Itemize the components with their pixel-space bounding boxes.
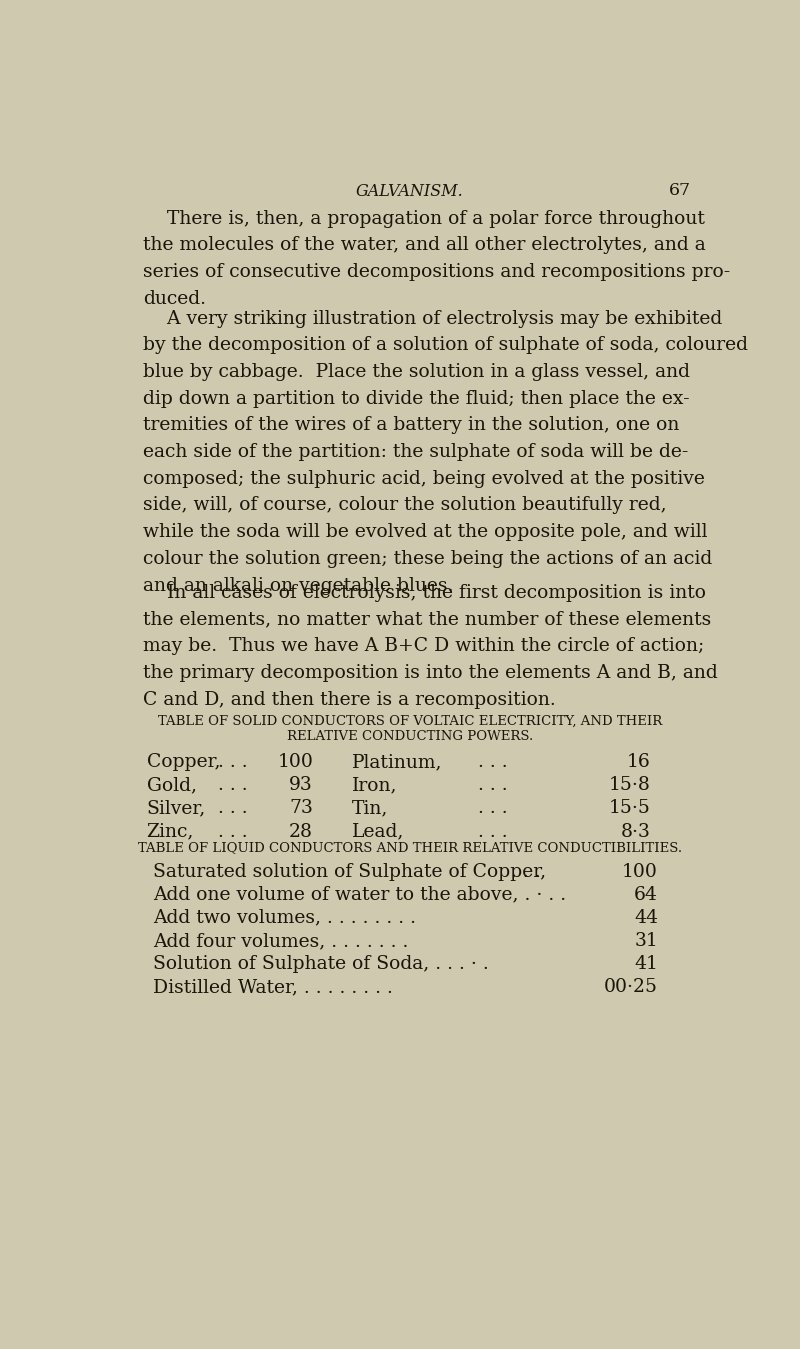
Text: 16: 16 [626, 753, 650, 772]
Text: TABLE OF SOLID CONDUCTORS OF VOLTAIC ELECTRICITY, AND THEIR: TABLE OF SOLID CONDUCTORS OF VOLTAIC ELE… [158, 715, 662, 727]
Text: Tin,: Tin, [352, 800, 388, 817]
Text: Add one volume of water to the above, . · . .: Add one volume of water to the above, . … [153, 886, 566, 904]
Text: Solution of Sulphate of Soda, . . . · .: Solution of Sulphate of Soda, . . . · . [153, 955, 489, 973]
Text: Add four volumes, . . . . . . .: Add four volumes, . . . . . . . [153, 932, 408, 950]
Text: In all cases of electrolysis, the first decomposition is into
the elements, no m: In all cases of electrolysis, the first … [142, 584, 718, 708]
Text: . . .: . . . [218, 823, 247, 840]
Text: 67: 67 [669, 182, 690, 198]
Text: Copper,: Copper, [146, 753, 220, 772]
Text: 44: 44 [634, 909, 658, 927]
Text: . . .: . . . [218, 776, 247, 795]
Text: GALVANISM.: GALVANISM. [356, 183, 464, 201]
Text: 31: 31 [634, 932, 658, 950]
Text: 8·3: 8·3 [620, 823, 650, 840]
Text: Zinc,: Zinc, [146, 823, 194, 840]
Text: A very striking illustration of electrolysis may be exhibited
by the decompositi: A very striking illustration of electrol… [142, 310, 748, 595]
Text: Iron,: Iron, [352, 776, 398, 795]
Text: . . .: . . . [218, 800, 247, 817]
Text: 73: 73 [290, 800, 313, 817]
Text: Gold,: Gold, [146, 776, 197, 795]
Text: . . .: . . . [218, 753, 247, 772]
Text: 15·5: 15·5 [608, 800, 650, 817]
Text: Distilled Water, . . . . . . . .: Distilled Water, . . . . . . . . [153, 978, 393, 996]
Text: RELATIVE CONDUCTING POWERS.: RELATIVE CONDUCTING POWERS. [287, 730, 533, 743]
Text: 93: 93 [290, 776, 313, 795]
Text: . . .: . . . [478, 800, 508, 817]
Text: 00·25: 00·25 [604, 978, 658, 996]
Text: Lead,: Lead, [352, 823, 404, 840]
Text: 41: 41 [634, 955, 658, 973]
Text: . . .: . . . [478, 753, 508, 772]
Text: . . .: . . . [478, 776, 508, 795]
Text: 64: 64 [634, 886, 658, 904]
Text: 100: 100 [278, 753, 313, 772]
Text: Add two volumes, . . . . . . . .: Add two volumes, . . . . . . . . [153, 909, 416, 927]
Text: There is, then, a propagation of a polar force throughout
the molecules of the w: There is, then, a propagation of a polar… [142, 209, 730, 308]
Text: Saturated solution of Sulphate of Copper,: Saturated solution of Sulphate of Copper… [153, 862, 546, 881]
Text: 15·8: 15·8 [608, 776, 650, 795]
Text: 28: 28 [289, 823, 313, 840]
Text: . . .: . . . [510, 862, 540, 881]
Text: Silver,: Silver, [146, 800, 206, 817]
Text: TABLE OF LIQUID CONDUCTORS AND THEIR RELATIVE CONDUCTIBILITIES.: TABLE OF LIQUID CONDUCTORS AND THEIR REL… [138, 840, 682, 854]
Text: Platinum,: Platinum, [352, 753, 442, 772]
Text: . . .: . . . [478, 823, 508, 840]
Text: 100: 100 [622, 862, 658, 881]
